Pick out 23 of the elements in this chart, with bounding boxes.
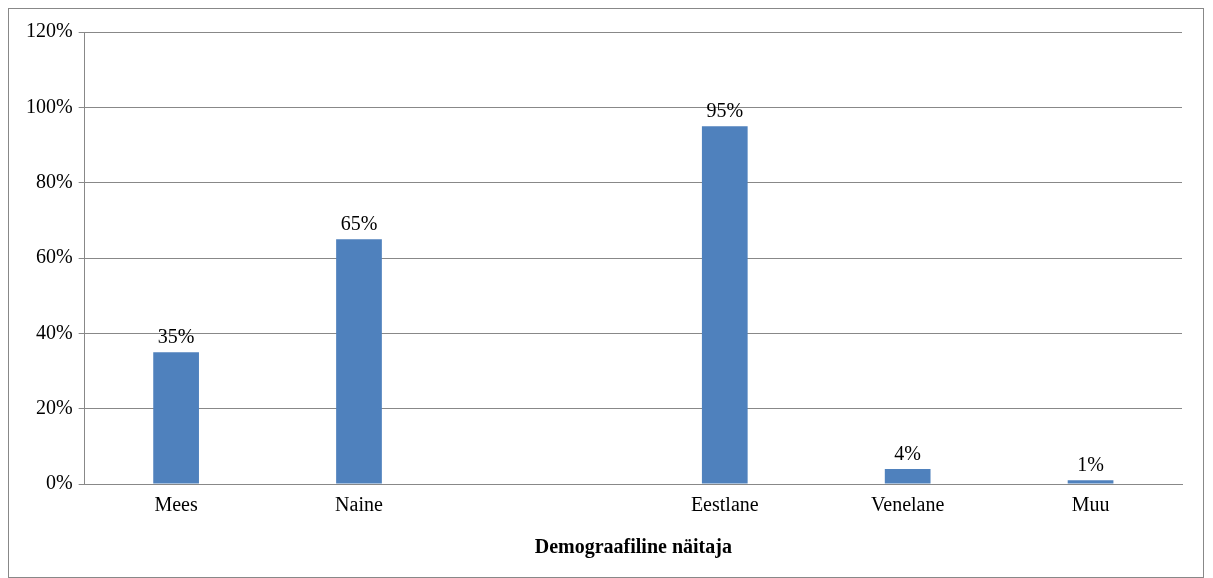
data-label: 1% (1077, 453, 1104, 476)
x-tick-label: Muu (1071, 493, 1110, 516)
y-tick-label: 60% (35, 245, 73, 268)
x-tick-label: Naine (335, 493, 383, 516)
y-tick-label: 40% (35, 320, 73, 343)
y-tick-label: 80% (35, 169, 73, 192)
bar (336, 239, 382, 484)
data-label: 95% (706, 99, 744, 122)
bar (1067, 480, 1114, 484)
x-axis-title: Demograafiline näitaja (534, 535, 732, 559)
data-label: 65% (340, 212, 378, 235)
x-tick-label: Eestlane (690, 493, 759, 516)
bar (884, 468, 931, 484)
data-label: 35% (157, 325, 195, 348)
y-tick-label: 0% (45, 471, 73, 494)
x-tick-label: Venelane (871, 493, 945, 516)
x-tick-label: Mees (154, 493, 198, 516)
bar (153, 352, 199, 484)
y-tick-label: 100% (25, 94, 73, 117)
bar (701, 126, 748, 484)
data-label: 4% (894, 442, 921, 465)
y-tick-label: 20% (35, 395, 73, 418)
y-tick-label: 120% (25, 19, 73, 42)
